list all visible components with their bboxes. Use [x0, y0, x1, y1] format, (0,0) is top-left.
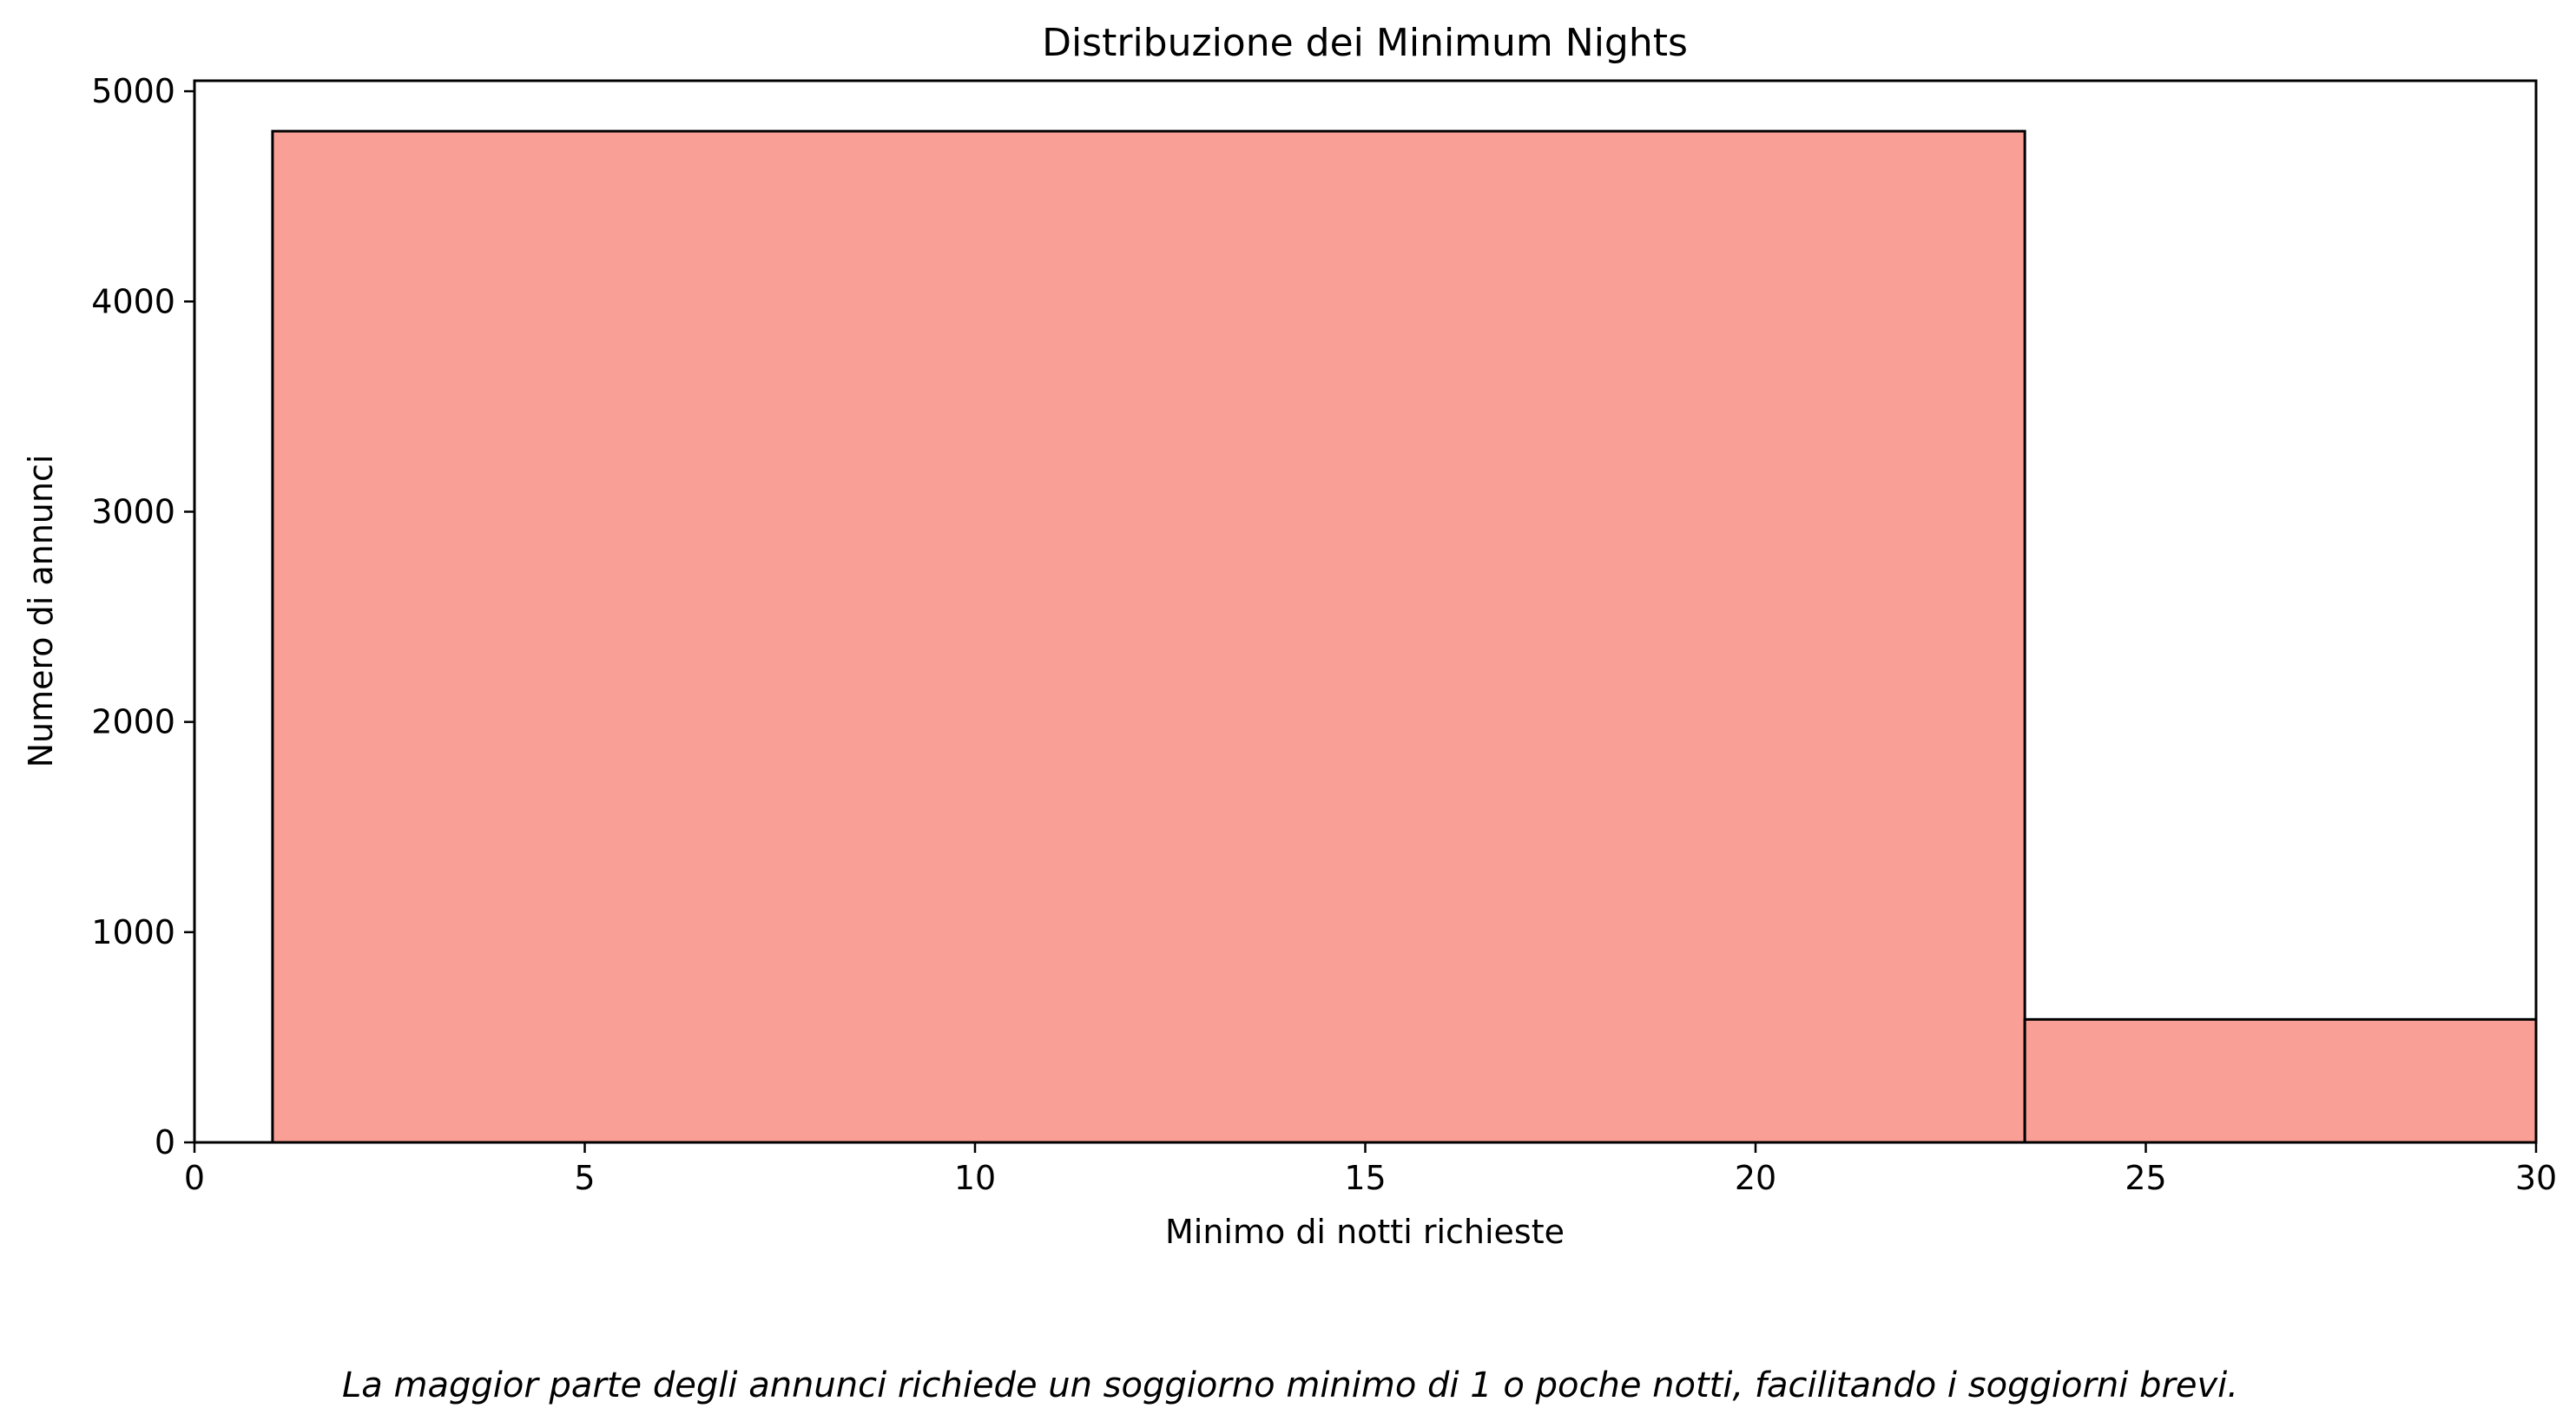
y-tick-label-5: 5000	[91, 72, 175, 110]
bars-group	[271, 129, 2538, 1144]
x-tick-label-3: 15	[1344, 1159, 1386, 1197]
x-tick-label-0: 0	[184, 1159, 205, 1197]
x-tick-label-4: 20	[1735, 1159, 1776, 1197]
y-tick-label-2: 2000	[91, 703, 175, 741]
y-axis-label: Numero di annunci	[22, 455, 60, 768]
x-tick-label-1: 5	[574, 1159, 595, 1197]
x-tick-label-2: 10	[954, 1159, 996, 1197]
x-tick-label-5: 25	[2125, 1159, 2166, 1197]
x-axis-ticks: 0 5 10 15 20 25 30	[184, 1142, 2557, 1197]
y-tick-label-3: 3000	[91, 492, 175, 530]
x-axis-label: Minimo di notti richieste	[1165, 1213, 1565, 1251]
chart-title: Distribuzione dei Minimum Nights	[1042, 21, 1688, 65]
chart-caption: La maggior parte degli annunci richiede …	[342, 1365, 2238, 1405]
y-axis-ticks: 0 1000 2000 3000 4000 5000	[91, 72, 194, 1161]
histogram-bar-0	[271, 129, 2026, 1144]
histogram-bar-1	[2023, 1017, 2538, 1144]
y-tick-label-0: 0	[155, 1123, 175, 1161]
plot-frame	[193, 79, 2538, 1144]
x-tick-label-6: 30	[2515, 1159, 2557, 1197]
y-tick-label-4: 4000	[91, 282, 175, 320]
y-tick-label-1: 1000	[91, 913, 175, 951]
